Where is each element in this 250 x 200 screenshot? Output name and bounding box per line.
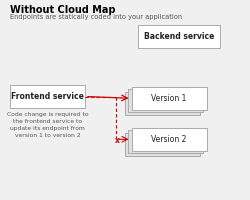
FancyBboxPatch shape bbox=[138, 25, 220, 48]
Text: Endpoints are statically coded into your application: Endpoints are statically coded into your… bbox=[10, 14, 182, 20]
FancyBboxPatch shape bbox=[128, 89, 203, 112]
FancyBboxPatch shape bbox=[125, 133, 200, 156]
FancyBboxPatch shape bbox=[132, 87, 206, 110]
Text: x: x bbox=[114, 136, 119, 145]
FancyBboxPatch shape bbox=[128, 130, 203, 153]
Text: Backend service: Backend service bbox=[144, 32, 214, 41]
Text: Without Cloud Map: Without Cloud Map bbox=[10, 5, 116, 15]
Text: Code change is required to
the frontend service to
update its endpoint from
vers: Code change is required to the frontend … bbox=[7, 112, 88, 138]
FancyBboxPatch shape bbox=[132, 128, 206, 151]
FancyBboxPatch shape bbox=[10, 85, 85, 108]
Text: Version 1: Version 1 bbox=[151, 94, 187, 103]
FancyBboxPatch shape bbox=[125, 92, 200, 115]
Text: Frontend service: Frontend service bbox=[11, 92, 84, 101]
Text: Version 2: Version 2 bbox=[151, 135, 187, 144]
